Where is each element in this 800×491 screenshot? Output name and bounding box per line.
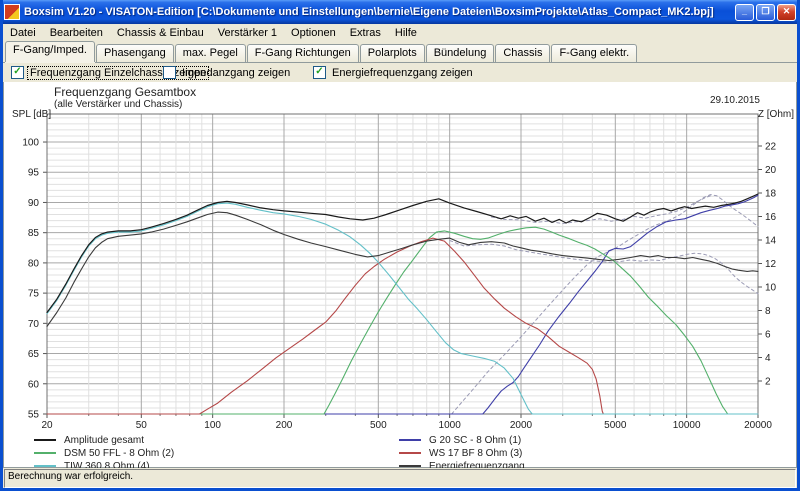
tab-f-gang-imped-[interactable]: F-Gang/Imped. [5, 41, 95, 62]
legend-line-swatch [34, 439, 56, 441]
legend-item-g-20-sc-8-ohm-1-: G 20 SC - 8 Ohm (1) [399, 434, 521, 446]
svg-text:6: 6 [765, 330, 771, 341]
checkbox-label: Impedanzgang zeigen [180, 67, 292, 79]
status-bar: Berechnung war erfolgreich. [3, 468, 797, 488]
status-message: Berechnung war erfolgreich. [4, 469, 796, 488]
legend-label: Amplitude gesamt [64, 435, 144, 446]
svg-text:80: 80 [28, 258, 40, 269]
chart-legend: Amplitude gesamtDSM 50 FFL - 8 Ohm (2)TI… [4, 428, 798, 468]
y-axis-right-label: Z [Ohm] [758, 109, 794, 120]
series-vergleich-energie-gestrichelt- [450, 241, 758, 294]
tab-polarplots[interactable]: Polarplots [360, 44, 425, 63]
tab-phasengang[interactable]: Phasengang [96, 44, 174, 63]
close-button[interactable]: ✕ [777, 4, 796, 21]
series-dsm-50-ffl-8-ohm-2- [47, 227, 758, 414]
svg-text:18: 18 [765, 189, 777, 200]
tab-bar: F-Gang/Imped.Phasengangmax. PegelF-Gang … [3, 42, 797, 62]
tab-f-gang-elektr-[interactable]: F-Gang elektr. [551, 44, 637, 63]
checkbox-energiefrequenzgang-zeigen[interactable]: ✓ Energiefrequenzgang zeigen [313, 66, 475, 79]
legend-label: DSM 50 FFL - 8 Ohm (2) [64, 448, 174, 459]
svg-text:4: 4 [765, 353, 771, 364]
legend-item-dsm-50-ffl-8-ohm-2-: DSM 50 FFL - 8 Ohm (2) [34, 447, 174, 459]
svg-text:100: 100 [22, 138, 39, 149]
series-amplitude-gesamt [47, 194, 758, 313]
legend-line-swatch [34, 452, 56, 454]
svg-text:2: 2 [765, 377, 771, 388]
checkbox-checked-icon[interactable]: ✓ [11, 66, 24, 79]
checkbox-label: Energiefrequenzgang zeigen [330, 67, 475, 79]
svg-text:85: 85 [28, 228, 40, 239]
maximize-button[interactable]: ❐ [756, 4, 775, 21]
legend-label: G 20 SC - 8 Ohm (1) [429, 435, 521, 446]
menu-item-datei[interactable]: Datei [3, 25, 43, 41]
menu-bar: DateiBearbeitenChassis & EinbauVerstärke… [3, 24, 797, 43]
svg-text:14: 14 [765, 236, 777, 247]
y-axis-left-label: SPL [dB] [12, 109, 51, 120]
series-tiw-360-8-ohm-4- [47, 203, 758, 414]
svg-text:90: 90 [28, 198, 40, 209]
menu-item-verst-rker-1[interactable]: Verstärker 1 [211, 25, 284, 41]
menu-item-chassis-einbau[interactable]: Chassis & Einbau [110, 25, 211, 41]
svg-text:22: 22 [765, 142, 777, 153]
checkbox-unchecked-icon[interactable] [163, 66, 176, 79]
series-vergleich-gesamt-gestrichelt- [452, 195, 758, 414]
legend-line-swatch [34, 465, 56, 467]
frequency-response-chart: 5560657075808590951002050100200500100020… [4, 82, 798, 430]
tab-b-ndelung[interactable]: Bündelung [426, 44, 495, 63]
menu-item-hilfe[interactable]: Hilfe [388, 25, 424, 41]
legend-item-ws-17-bf-8-ohm-3-: WS 17 BF 8 Ohm (3) [399, 447, 522, 459]
chart-date: 29.10.2015 [710, 95, 760, 106]
tab-f-gang-richtungen[interactable]: F-Gang Richtungen [247, 44, 359, 63]
checkbox-impedanzgang-zeigen[interactable]: Impedanzgang zeigen [163, 66, 292, 79]
legend-label: WS 17 BF 8 Ohm (3) [429, 448, 522, 459]
legend-line-swatch [399, 439, 421, 441]
svg-text:10: 10 [765, 283, 777, 294]
svg-text:60: 60 [28, 379, 40, 390]
svg-text:70: 70 [28, 319, 40, 330]
tab-chassis[interactable]: Chassis [495, 44, 550, 63]
svg-text:20: 20 [765, 165, 777, 176]
svg-text:65: 65 [28, 349, 40, 360]
menu-item-optionen[interactable]: Optionen [284, 25, 343, 41]
svg-text:55: 55 [28, 410, 40, 421]
menu-item-bearbeiten[interactable]: Bearbeiten [43, 25, 110, 41]
legend-line-swatch [399, 465, 421, 467]
chart-subtitle: (alle Verstärker und Chassis) [54, 99, 182, 110]
window-title: Boxsim V1.20 - VISATON-Edition [C:\Dokum… [24, 6, 731, 18]
chart-title: Frequenzgang Gesamtbox [54, 85, 196, 99]
checkbox-row: ✓Frequenzgang Einzelchassis zeigenImpeda… [3, 62, 797, 83]
legend-item-amplitude-gesamt: Amplitude gesamt [34, 434, 144, 446]
svg-text:95: 95 [28, 168, 40, 179]
window-controls: _ ❐ ✕ [735, 4, 796, 21]
chart-panel: 5560657075808590951002050100200500100020… [3, 82, 797, 468]
tab-max-pegel[interactable]: max. Pegel [175, 44, 246, 63]
menu-item-extras[interactable]: Extras [343, 25, 388, 41]
svg-text:8: 8 [765, 306, 771, 317]
application-window: Boxsim V1.20 - VISATON-Edition [C:\Dokum… [0, 0, 800, 491]
title-bar[interactable]: Boxsim V1.20 - VISATON-Edition [C:\Dokum… [0, 0, 800, 24]
minimize-button[interactable]: _ [735, 4, 754, 21]
legend-line-swatch [399, 452, 421, 454]
svg-text:12: 12 [765, 259, 777, 270]
svg-text:75: 75 [28, 289, 40, 300]
checkbox-checked-icon[interactable]: ✓ [313, 66, 326, 79]
series-ws-17-bf-8-ohm-3- [47, 238, 758, 414]
svg-text:16: 16 [765, 212, 777, 223]
app-icon [4, 4, 20, 20]
